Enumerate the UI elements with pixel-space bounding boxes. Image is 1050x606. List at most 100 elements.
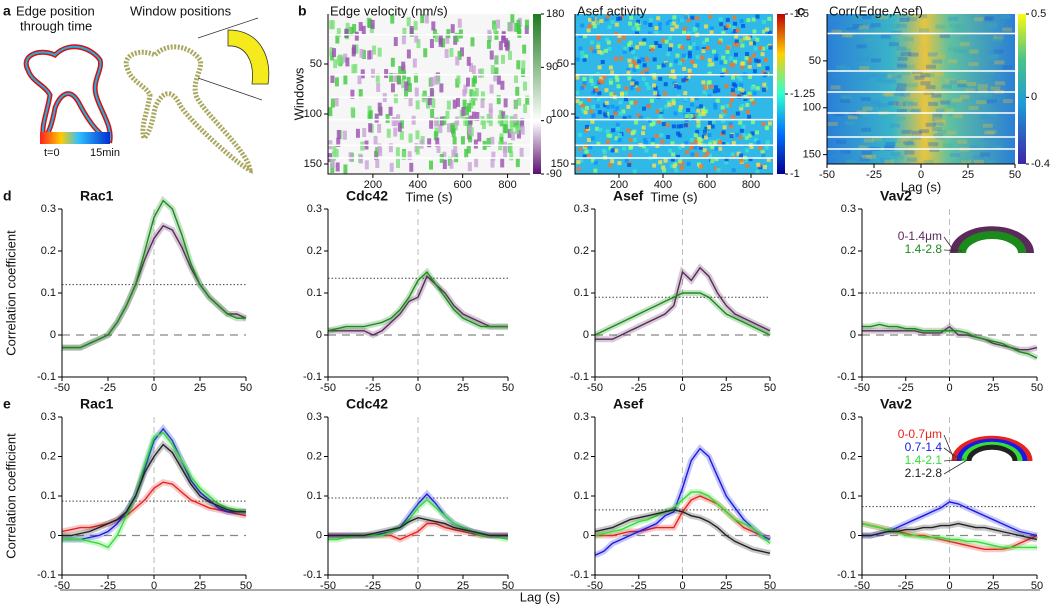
heatmap-texture — [907, 102, 918, 107]
heatmap-texture — [896, 23, 907, 28]
heatmap-texture — [334, 77, 339, 87]
heatmap-texture — [626, 67, 631, 72]
heatmap-texture — [378, 147, 383, 157]
heatmap-texture — [946, 130, 957, 135]
heatmap-texture — [1004, 105, 1015, 110]
heatmap-texture — [895, 142, 906, 147]
heatmap-texture — [928, 142, 939, 147]
heatmap-texture — [861, 15, 872, 20]
heatmap-texture — [455, 56, 460, 66]
heatmap-texture — [456, 75, 461, 85]
heatmap-texture — [707, 71, 712, 76]
heatmap-texture — [646, 104, 651, 109]
heatmap-texture — [603, 48, 608, 53]
heatmap-texture — [427, 96, 432, 106]
panel-title: Rac1 — [80, 396, 114, 412]
heatmap-texture — [445, 110, 450, 120]
heatmap-texture — [718, 139, 723, 144]
heatmap-texture — [468, 62, 473, 72]
heatmap-texture — [752, 69, 757, 74]
heatmap-texture — [489, 84, 494, 94]
heatmap-texture — [755, 14, 760, 19]
heatmap-texture — [500, 158, 505, 168]
heatmap-texture — [415, 145, 420, 155]
heatmap-texture — [668, 21, 673, 26]
heatmap-texture — [719, 114, 724, 119]
heatmap-texture — [863, 138, 874, 143]
heatmap-texture — [401, 35, 406, 45]
heatmap-texture — [393, 127, 398, 137]
heatmap-texture — [920, 81, 931, 86]
heatmap-texture — [929, 147, 940, 152]
heatmap-texture — [739, 128, 744, 133]
heatmap-texture — [627, 115, 632, 120]
heatmap-texture — [679, 18, 684, 23]
x-tick-label: -50 — [854, 382, 870, 394]
heatmap-texture — [618, 100, 623, 105]
heatmap-texture — [972, 128, 983, 133]
heatmap-texture — [390, 57, 395, 67]
heatmap-texture — [830, 85, 841, 90]
heatmap-texture — [740, 43, 745, 48]
heatmap-texture — [935, 54, 946, 59]
series-line — [328, 275, 508, 336]
heatmap-texture — [677, 85, 682, 90]
panel-title: Window positions — [130, 3, 232, 18]
heatmap-texture — [582, 81, 587, 86]
heatmap-texture — [730, 31, 735, 36]
heatmap-texture — [714, 53, 719, 58]
heatmap-texture — [733, 93, 738, 98]
heatmap-texture — [674, 168, 679, 173]
heatmap-texture — [436, 143, 441, 153]
heatmap-texture — [753, 138, 758, 143]
heatmap-texture — [624, 86, 629, 91]
heatmap-texture — [738, 120, 743, 125]
heatmap-texture — [451, 128, 456, 138]
heatmap-texture — [599, 50, 604, 55]
y-tick-label: 0.1 — [41, 287, 56, 299]
heatmap-texture — [906, 151, 917, 156]
heatmap-texture — [583, 110, 588, 115]
x-tick-label: -50 — [320, 580, 336, 592]
heatmap-texture — [917, 88, 928, 93]
heatmap-texture — [702, 154, 707, 159]
heatmap-texture — [629, 100, 634, 105]
heatmap-texture — [386, 128, 391, 138]
heatmap-texture — [389, 162, 394, 172]
heatmap-texture — [697, 138, 702, 143]
heatmap-texture — [676, 131, 681, 136]
x-tick-label: -25 — [631, 382, 647, 394]
heatmap-texture — [463, 116, 468, 126]
x-axis-label: Time (s) — [405, 189, 452, 204]
heatmap-texture — [988, 157, 999, 162]
heatmap-texture — [480, 116, 485, 126]
heatmap-texture — [578, 46, 583, 51]
heatmap-texture — [739, 153, 744, 158]
heatmap-texture — [434, 75, 439, 85]
heatmap-texture — [345, 22, 350, 32]
heatmap-texture — [344, 28, 349, 38]
heatmap-texture — [900, 15, 911, 20]
heatmap-texture — [401, 61, 406, 71]
heatmap-texture — [893, 101, 904, 106]
heatmap-texture — [589, 46, 594, 51]
heatmap-texture — [434, 117, 439, 127]
heatmap-texture — [668, 19, 673, 24]
heatmap-texture — [343, 75, 348, 85]
panel-label: b — [298, 3, 307, 19]
heatmap-texture — [761, 46, 766, 51]
heatmap-texture — [629, 47, 634, 52]
heatmap-texture — [408, 133, 413, 143]
heatmap-texture — [673, 162, 678, 167]
heatmap-texture — [746, 36, 751, 41]
heatmap-texture — [517, 28, 522, 38]
y-tick-label: 0.1 — [307, 490, 322, 502]
heatmap-texture — [696, 123, 701, 128]
x-tick-label: 50 — [240, 580, 252, 592]
heatmap-texture — [406, 76, 411, 86]
heatmap-texture — [578, 101, 583, 106]
heatmap-texture — [711, 49, 716, 54]
heatmap-texture — [739, 158, 744, 163]
heatmap-texture — [902, 100, 913, 105]
heatmap-texture — [844, 121, 855, 126]
